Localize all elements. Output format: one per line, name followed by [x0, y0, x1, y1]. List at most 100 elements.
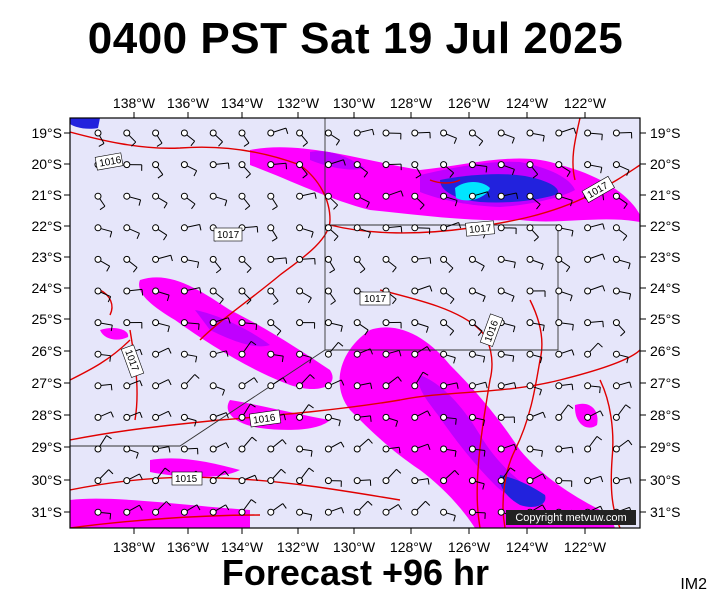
station-circle [123, 413, 131, 421]
wind-barb-feather [276, 330, 282, 336]
wind-barb-feather [542, 135, 545, 142]
station-circle [411, 382, 419, 390]
station-circle [353, 477, 361, 485]
wind-barb [353, 413, 372, 422]
wind-barb [324, 319, 343, 332]
wind-barb [324, 507, 345, 516]
station-circle [209, 382, 217, 390]
forecast-time-title: 0400 PST Sat 19 Jul 2025 [87, 14, 624, 63]
wind-barb [209, 161, 230, 170]
wind-barb [123, 255, 138, 273]
wind-barb-feather [141, 289, 144, 296]
wind-barb [324, 192, 339, 210]
lat-label-right: 25°S [650, 311, 681, 327]
wind-barb-feather [329, 269, 335, 274]
wind-barb [497, 413, 515, 424]
station-circle [555, 445, 563, 453]
station-circle [440, 382, 448, 390]
wind-barb [123, 224, 140, 240]
wind-barb [411, 410, 431, 421]
wind-barb-feather [368, 438, 373, 444]
station-circle [468, 508, 476, 516]
wind-barb-feather [246, 267, 252, 273]
lat-label-left: 21°S [31, 187, 62, 203]
wind-barb-feather [542, 412, 546, 419]
wind-barb-feather [453, 137, 457, 144]
wind-barb-feather [419, 204, 425, 210]
station-circle [296, 129, 304, 137]
station-circle [267, 350, 275, 358]
station-circle [526, 350, 534, 358]
station-circle [440, 224, 448, 232]
wind-barb [152, 192, 168, 209]
station-circle [440, 477, 448, 485]
wind-barb-feather [571, 349, 575, 356]
wind-barb-feather [254, 475, 258, 482]
wind-barb-feather [308, 467, 315, 473]
lon-label-top: 128°W [390, 95, 433, 111]
lat-label-right: 21°S [650, 187, 681, 203]
longitude-labels-top: 138°W 136°W 134°W 132°W 130°W 128°W 126°… [113, 95, 607, 111]
station-circle [382, 508, 390, 516]
station-circle [296, 224, 304, 232]
station-circle [209, 413, 217, 421]
station-circle [180, 350, 188, 358]
wind-barb [526, 192, 541, 210]
wind-barb [555, 161, 571, 178]
station-circle [526, 319, 534, 327]
wind-barb [353, 382, 373, 390]
wind-barb-feather [245, 173, 251, 179]
station-circle [555, 413, 563, 421]
lon-label-bottom: 122°W [564, 539, 607, 555]
wind-barb-feather [132, 267, 138, 273]
station-circle [353, 319, 361, 327]
wind-barb [180, 192, 196, 210]
lon-label-top: 132°W [277, 95, 320, 111]
wind-barb [411, 371, 429, 390]
station-circle [612, 287, 620, 295]
lon-label-top: 134°W [221, 95, 264, 111]
wind-barb-feather [251, 436, 257, 442]
station-circle [440, 413, 448, 421]
station-circle [267, 192, 275, 200]
wind-barb [526, 255, 544, 270]
station-circle [382, 413, 390, 421]
station-circle [238, 350, 246, 358]
station-circle [526, 224, 534, 232]
station-circle [440, 129, 448, 137]
wind-barb [468, 508, 486, 519]
wind-barb [324, 477, 342, 487]
wind-barb-feather [509, 467, 516, 472]
wind-barb-feather [512, 355, 515, 362]
wind-barb [94, 350, 112, 362]
wind-barb-feather [485, 166, 488, 173]
wind-barb [267, 350, 284, 363]
wind-barb [555, 255, 571, 273]
wind-barb [353, 500, 373, 516]
station-circle [468, 161, 476, 169]
wind-barb-feather [626, 169, 630, 176]
wind-barb-feather [477, 330, 483, 336]
wind-barb-feather [199, 287, 202, 294]
wind-barb [411, 161, 422, 179]
wind-barb [353, 438, 373, 453]
station-circle [584, 382, 592, 390]
wind-barb-feather [539, 357, 543, 364]
wind-barb-feather [426, 346, 431, 352]
wind-barb [94, 255, 111, 272]
wind-barb-feather [370, 382, 373, 389]
station-circle [296, 161, 304, 169]
wind-barb-feather [454, 470, 460, 476]
station-circle [267, 255, 275, 263]
station-circle [353, 224, 361, 232]
wind-barb-feather [108, 469, 114, 475]
wind-barb [209, 382, 225, 396]
station-circle [584, 161, 592, 169]
wind-barb-feather [513, 262, 516, 269]
station-circle [612, 445, 620, 453]
station-circle [296, 477, 304, 485]
station-circle [180, 224, 188, 232]
wind-barb-feather [168, 411, 172, 417]
wind-barb [238, 161, 251, 179]
station-circle [94, 445, 102, 453]
